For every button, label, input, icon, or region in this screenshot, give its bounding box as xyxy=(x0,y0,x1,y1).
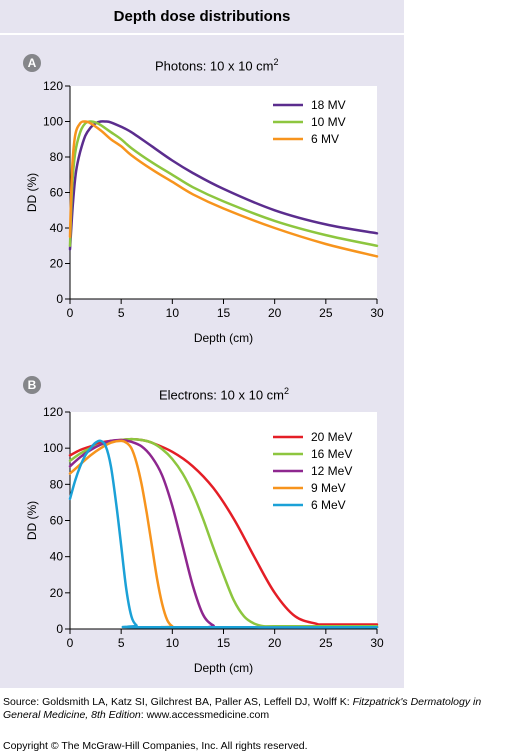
chart-1-y-tick-label: 80 xyxy=(50,150,64,164)
chart-2-y-axis-label: DD (%) xyxy=(25,501,39,540)
chart-1-x-tick-label: 0 xyxy=(67,306,74,320)
chart-1: 0 20 40 60 80 100 120 0 5 10 15 20 25 30 Depth (cm) DD … xyxy=(25,79,384,345)
chart-2-plot-area xyxy=(70,412,377,629)
panel-b-badge: B xyxy=(23,376,41,394)
figure-title: Depth dose distributions xyxy=(113,8,291,25)
chart-2-series-6-mev-line xyxy=(68,439,379,629)
chart-1-y-tick-label: 0 xyxy=(56,292,63,306)
chart-2-x-tick-label: 10 xyxy=(166,636,180,650)
source-suffix: : www.accessmedicine.com xyxy=(140,709,270,721)
chart-2-y-tick-label: 20 xyxy=(50,586,64,600)
chart-2-x-tick-label: 20 xyxy=(268,636,282,650)
chart-1-x-tick-label: 30 xyxy=(370,306,384,320)
chart-1-series-18-mv-line xyxy=(68,120,379,251)
chart-2-y-tick-label: 60 xyxy=(50,514,64,528)
chart-2-legend-label-9-mev: 9 MeV xyxy=(311,481,346,495)
chart-2-y-tick-label: 120 xyxy=(43,405,63,419)
title-divider xyxy=(0,33,404,35)
panel-b-title-superscript: 2 xyxy=(284,386,290,396)
figure-panel: Depth dose distributions A Photons: 10 x… xyxy=(0,0,404,688)
chart-1-x-tick-label: 25 xyxy=(319,306,333,320)
chart-1-legend-label-18-mv: 18 MV xyxy=(311,98,346,112)
chart-2-x-tick-label: 30 xyxy=(370,636,384,650)
chart-1-x-tick-label: 5 xyxy=(118,306,125,320)
chart-2-x-tick-label: 5 xyxy=(118,636,125,650)
chart-1-y-tick-label: 100 xyxy=(43,115,63,129)
source-book-title: Fitzpatrick's Dermatology in General Med… xyxy=(3,696,482,721)
chart-1-legend-label-6-mv: 6 MV xyxy=(311,132,339,146)
chart-1-y-tick-label: 40 xyxy=(50,221,64,235)
copyright-notice: Copyright © The McGraw-Hill Companies, I… xyxy=(3,740,308,752)
chart-2-series-20-mev-line xyxy=(68,437,379,626)
chart-2-x-tick-label: 25 xyxy=(319,636,333,650)
chart-1-x-tick-label: 10 xyxy=(166,306,180,320)
chart-2-y-tick-label: 80 xyxy=(50,477,64,491)
chart-2-x-tick-label: 15 xyxy=(217,636,231,650)
chart-2-y-tick-label: 40 xyxy=(50,550,64,564)
chart-1-y-tick-label: 120 xyxy=(43,79,63,93)
chart-2-y-tick-label: 100 xyxy=(43,441,63,455)
chart-2: 0 20 40 60 80 100 120 0 5 10 15 20 25 30 Depth (cm) DD … xyxy=(25,405,384,675)
chart-2-legend-label-20-mev: 20 MeV xyxy=(311,430,352,444)
chart-1-series-10-mv-line xyxy=(68,120,379,248)
chart-2-series-12-mev-line xyxy=(68,438,379,629)
source-citation: Source: Goldsmith LA, Katz SI, Gilchrest… xyxy=(3,696,503,722)
chart-2-x-tick-label: 0 xyxy=(67,636,74,650)
source-prefix: Source: Goldsmith LA, Katz SI, Gilchrest… xyxy=(3,696,353,708)
panel-a-title-text: Photons: 10 x 10 cm xyxy=(155,58,274,74)
chart-2-legend-label-16-mev: 16 MeV xyxy=(311,447,352,461)
chart-1-y-tick-label: 20 xyxy=(50,257,64,271)
chart-1-series-6-mv-line xyxy=(68,120,379,258)
panel-b-title: Electrons: 10 x 10 cm2 xyxy=(159,386,289,402)
chart-1-y-tick-label: 60 xyxy=(50,186,64,200)
chart-2-legend-label-12-mev: 12 MeV xyxy=(311,464,352,478)
panel-a-title: Photons: 10 x 10 cm2 xyxy=(155,57,279,73)
panel-a-badge: A xyxy=(23,54,41,72)
chart-1-x-tick-label: 15 xyxy=(217,306,231,320)
panel-b-title-text: Electrons: 10 x 10 cm xyxy=(159,387,284,403)
chart-1-x-tick-label: 20 xyxy=(268,306,282,320)
chart-1-x-axis-label: Depth (cm) xyxy=(194,331,253,345)
panel-a-title-superscript: 2 xyxy=(273,57,279,67)
chart-1-plot-area xyxy=(70,86,377,299)
chart-2-legend-label-6-mev: 6 MeV xyxy=(311,498,346,512)
chart-1-legend-label-10-mv: 10 MV xyxy=(311,115,346,129)
chart-1-y-axis-label: DD (%) xyxy=(25,173,39,212)
chart-2-y-tick-label: 0 xyxy=(56,622,63,636)
chart-2-x-axis-label: Depth (cm) xyxy=(194,661,253,675)
